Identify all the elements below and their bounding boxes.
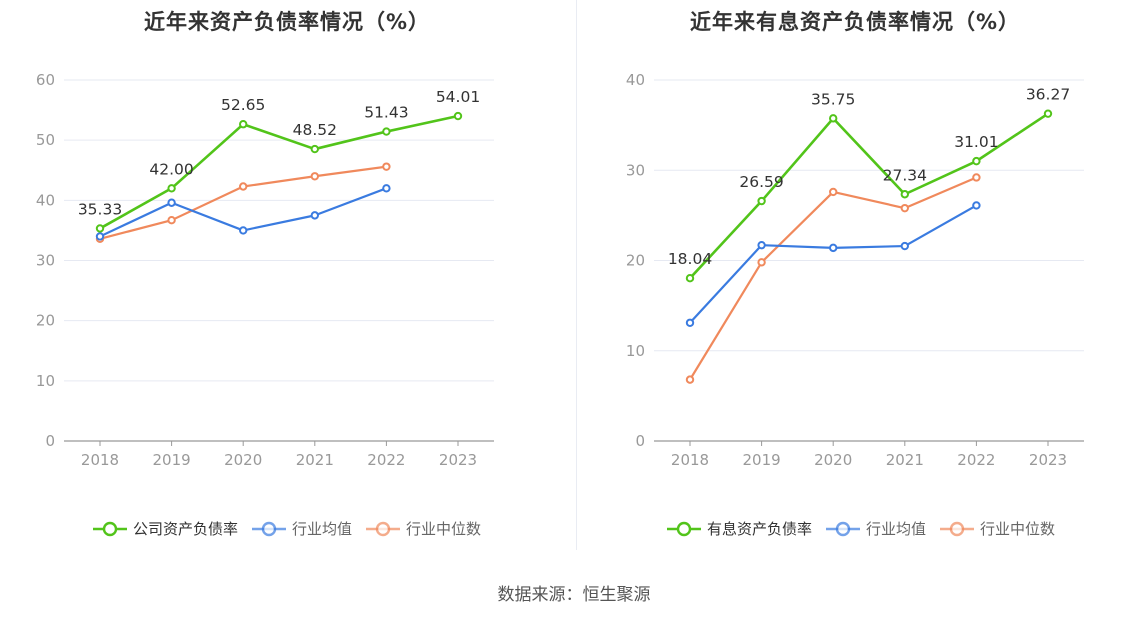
data-label: 51.43 [364,104,408,122]
legend-label: 行业均值 [865,520,926,538]
data-point [829,114,838,123]
y-tick-label: 60 [36,71,55,89]
left-chart-panel: 近年来资产负债率情况（%） 0 10 20 30 40 50 60 2018 2019 2020 2… [0,0,574,560]
y-tick-label: 20 [626,252,645,270]
legend-label: 行业均值 [291,520,352,538]
data-point [829,243,838,253]
data-label: 52.65 [221,96,265,114]
chart-title: 近年来资产负债率情况（%） [143,10,431,34]
interest-debt-ratio-chart: 0 10 20 30 40 2018 2019 2020 2021 2022 2023 18.04 26… [626,71,1084,469]
data-point [167,198,176,207]
data-source-note: 数据来源：恒生聚源 [497,585,651,605]
data-point [900,203,909,213]
data-point [900,241,909,251]
data-label: 42.00 [149,160,193,178]
data-label: 27.34 [883,166,927,184]
data-point [239,120,248,129]
x-tick-label: 2023 [439,451,477,469]
legend-line-marker-icon [92,521,127,536]
legend-label: 公司资产负债率 [132,520,238,538]
data-point [757,240,766,250]
right-chart-panel: 近年来有息资产负债率情况（%） 0 10 20 30 40 2018 2019 2020 202… [574,0,1148,560]
legend-item[interactable]: 行业中位数 [366,518,481,539]
data-label: 31.01 [954,133,998,151]
data-point [167,184,176,193]
legend-label: 行业中位数 [406,520,482,538]
x-tick-label: 2018 [81,451,119,469]
series-line [99,114,459,230]
x-tick-label: 2023 [1029,451,1067,469]
series-line [689,176,977,381]
x-tick-label: 2018 [671,451,709,469]
chart-legend: 有息资产负债率 行业均值 行业中位数 [574,518,1148,539]
legend-item[interactable]: 行业中位数 [940,518,1055,539]
x-tick-label: 2021 [296,451,334,469]
data-point [685,375,695,384]
data-point [1043,109,1053,118]
data-point [239,226,248,235]
data-point [685,273,695,283]
data-point [757,196,766,206]
y-tick-label: 30 [36,252,55,270]
x-tick-label: 2022 [367,451,405,469]
data-point [310,211,319,220]
x-tick-label: 2020 [814,451,852,469]
data-label: 54.01 [436,88,480,106]
y-tick-label: 40 [626,71,645,89]
legend-item[interactable]: 有息资产负债率 [666,518,812,539]
data-point [95,232,105,241]
legend-item[interactable]: 公司资产负债率 [92,518,238,539]
legend-line-marker-icon [251,521,286,536]
data-point [900,190,909,199]
data-point [310,172,319,181]
data-point [972,201,981,210]
chart-legend: 公司资产负债率 行业均值 行业中位数 [0,518,574,539]
y-tick-label: 50 [36,131,55,149]
y-tick-label: 10 [36,372,55,390]
data-point [972,156,981,166]
data-label: 35.75 [811,90,855,108]
legend-label: 行业中位数 [980,520,1056,538]
data-label: 18.04 [668,250,712,268]
debt-ratio-chart: 0 10 20 30 40 50 60 2018 2019 2020 2021 2022 2023 35.… [36,71,494,469]
x-tick-label: 2020 [224,451,262,469]
data-point [382,162,391,171]
legend-line-marker-icon [366,521,400,536]
legend-label: 有息资产负债率 [706,520,812,538]
legend-item[interactable]: 行业均值 [825,518,926,539]
legend-line-marker-icon [666,521,701,536]
data-point [167,215,176,225]
panel-divider [576,0,577,550]
data-point [685,318,695,327]
y-tick-label: 30 [626,161,645,179]
x-tick-label: 2022 [957,451,995,469]
legend-line-marker-icon [940,521,974,536]
data-point [757,258,766,267]
data-point [310,144,319,154]
data-label: 35.33 [78,200,122,218]
data-point [972,173,981,182]
x-tick-label: 2019 [743,451,781,469]
y-tick-label: 40 [36,191,55,209]
data-point [382,127,391,136]
x-tick-label: 2021 [886,451,924,469]
data-label: 26.59 [739,173,783,191]
series-line [689,112,1049,280]
data-point [453,111,463,121]
y-tick-label: 0 [635,432,645,450]
data-label: 48.52 [293,121,337,139]
data-label: 36.27 [1026,86,1070,104]
legend-item[interactable]: 行业均值 [251,518,352,539]
y-tick-label: 10 [626,342,645,360]
data-point [239,182,248,191]
chart-title: 近年来有息资产负债率情况（%） [689,10,1021,34]
y-tick-label: 0 [45,432,55,450]
data-point [95,224,105,233]
y-tick-label: 20 [36,312,55,330]
x-tick-label: 2019 [153,451,191,469]
series-line [689,204,977,324]
data-point [829,187,838,197]
legend-line-marker-icon [825,521,860,536]
data-point [382,184,391,193]
